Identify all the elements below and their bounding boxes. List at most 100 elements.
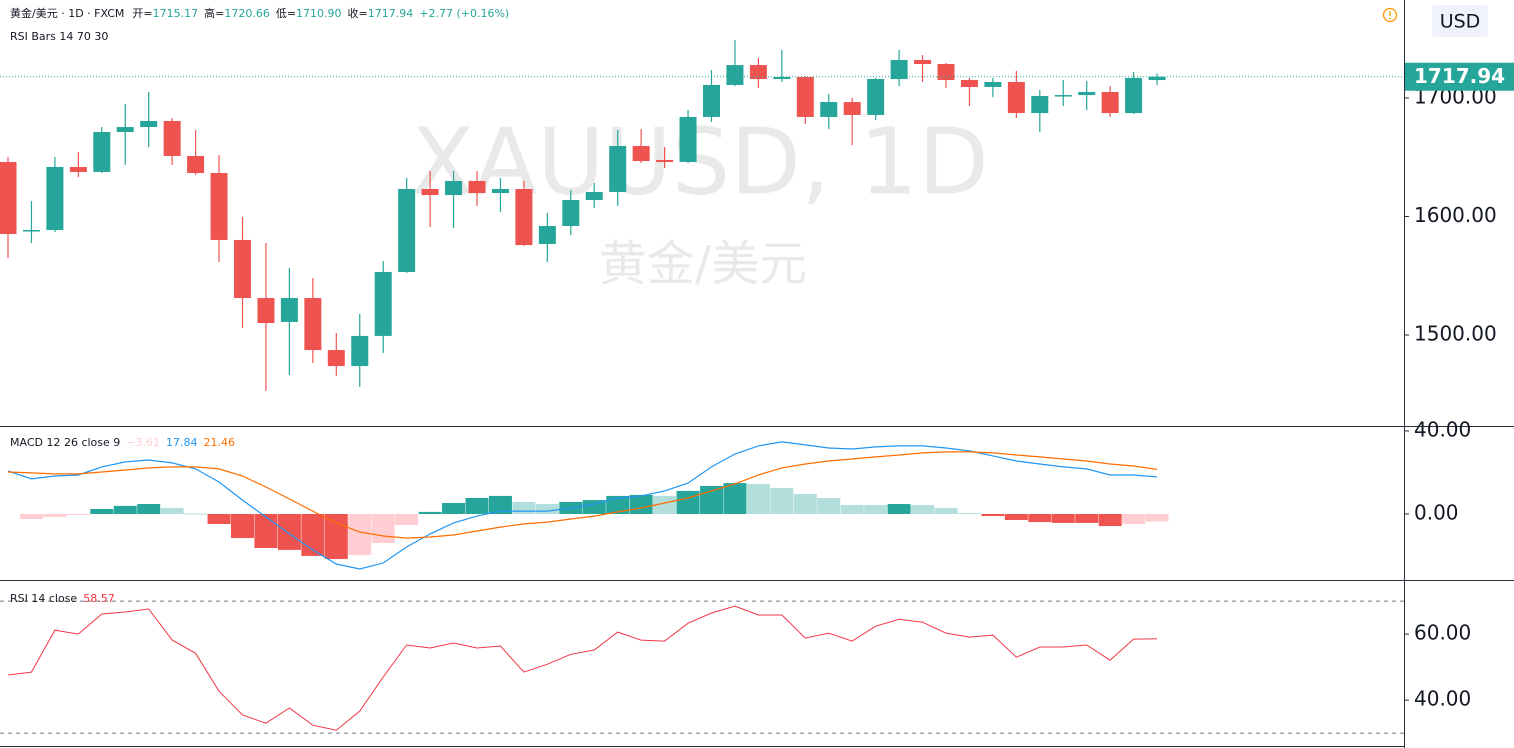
candle-body: [585, 191, 603, 201]
candle-body: [22, 230, 40, 232]
watermark-subtitle: 黄金/美元: [599, 236, 807, 292]
histogram-bar: [1098, 513, 1122, 527]
candle-body: [562, 200, 580, 226]
candle-body: [914, 59, 932, 64]
histogram-bar: [770, 488, 794, 514]
currency-button[interactable]: [1432, 5, 1488, 37]
candle-body: [1125, 77, 1143, 114]
indicator-title: RSI 14 close: [10, 592, 77, 605]
histogram-bar: [934, 507, 958, 514]
histogram-bar: [254, 513, 278, 549]
candle-body: [93, 132, 111, 172]
histogram-bar: [840, 505, 864, 514]
histogram-bar: [700, 485, 723, 514]
candle-body: [69, 166, 87, 172]
candle-body: [749, 65, 767, 80]
histogram-bar: [43, 513, 67, 517]
candle-body: [468, 180, 486, 194]
histogram-bar: [1075, 513, 1099, 523]
histogram-bar: [90, 509, 114, 514]
histogram-bar: [160, 507, 184, 514]
y-tick-label: 1500.00: [1414, 321, 1497, 345]
candle-body: [351, 335, 369, 367]
candle-body: [796, 77, 814, 117]
legend-value: 21.46: [204, 436, 236, 449]
candle-body: [1007, 82, 1025, 114]
histogram-bar: [911, 505, 935, 514]
candle-body: [0, 161, 17, 235]
candle-body: [327, 350, 345, 367]
histogram-bar: [418, 511, 442, 514]
candle-body: [140, 120, 158, 128]
histogram-bar: [793, 494, 817, 514]
last-price-label: 1717.94: [1414, 64, 1505, 88]
candle-body: [398, 189, 416, 272]
histogram-bar: [488, 495, 512, 514]
histogram-bar: [277, 513, 301, 550]
histogram-bar: [66, 513, 90, 516]
histogram-bar: [184, 513, 208, 515]
candle-body: [656, 159, 674, 162]
candle-body: [984, 82, 1002, 87]
indicator-legend: MACD 12 26 close 9 −3.61 17.84 21.46: [10, 436, 235, 449]
candle-body: [116, 127, 134, 133]
candle-body: [374, 271, 392, 336]
symbol-title: 黄金/美元 · 1D · FXCM: [10, 6, 124, 20]
ohlc-value: 1710.90: [296, 7, 342, 20]
histogram-bar: [512, 501, 536, 514]
y-tick-label: 40.00: [1414, 417, 1471, 441]
candle-body: [538, 225, 556, 244]
candle-body: [280, 298, 298, 322]
candle-body: [937, 63, 955, 80]
histogram-bar: [1028, 513, 1052, 523]
indicator-line: [7, 441, 1158, 570]
candle-body: [421, 189, 439, 196]
histogram-bar: [957, 512, 981, 514]
candle-body: [632, 145, 650, 162]
candle-body: [187, 155, 205, 174]
change: +2.77 (+0.16%): [419, 7, 509, 20]
legend-value: 17.84: [166, 436, 198, 449]
histogram-bar: [1122, 513, 1146, 524]
histogram-bar: [442, 502, 466, 514]
histogram-bar: [348, 513, 372, 556]
last-price-tag: [1405, 62, 1514, 91]
header: 黄金/美元 · 1D · FXCM 开=1715.17 高=1720.66 低=171…: [10, 6, 509, 20]
histogram-bar: [465, 497, 489, 514]
candle-body: [515, 189, 533, 246]
histogram-bar: [582, 500, 606, 514]
indicator-legend: RSI 14 close 58.57: [10, 592, 115, 605]
ohlc-value: 1715.17: [153, 7, 199, 20]
histogram-bar: [137, 504, 161, 514]
histogram-bar: [231, 513, 254, 539]
ohlc-name: 低=: [276, 7, 296, 20]
candle-body: [491, 189, 509, 194]
candle-body: [1031, 95, 1049, 114]
rsi-line: [7, 605, 1158, 731]
alert-icon[interactable]: [1382, 7, 1398, 23]
histogram-bar: [19, 513, 43, 519]
histogram-bar: [606, 495, 630, 514]
histogram-bar: [371, 513, 395, 544]
candle-body: [46, 166, 64, 231]
candle-body: [163, 120, 181, 156]
candle-body: [843, 102, 861, 115]
histogram-bar: [395, 513, 419, 525]
candle-body: [210, 173, 228, 240]
candle-body: [867, 79, 885, 115]
histogram-bar: [629, 494, 653, 514]
candle-body: [890, 59, 908, 80]
histogram-bar: [653, 495, 677, 514]
candle-body: [445, 180, 463, 196]
y-tick-label: 60.00: [1414, 621, 1471, 645]
histogram-bar: [864, 505, 888, 514]
ohlc-value: 1720.66: [224, 7, 270, 20]
candle-body: [703, 84, 720, 117]
histogram-bar: [746, 483, 770, 514]
candle-body: [304, 298, 322, 351]
indicator-line: [7, 451, 1158, 539]
candle-body: [960, 79, 978, 87]
histogram-bar: [113, 505, 137, 514]
indicator-label: RSI Bars 14 70 30: [10, 30, 108, 43]
